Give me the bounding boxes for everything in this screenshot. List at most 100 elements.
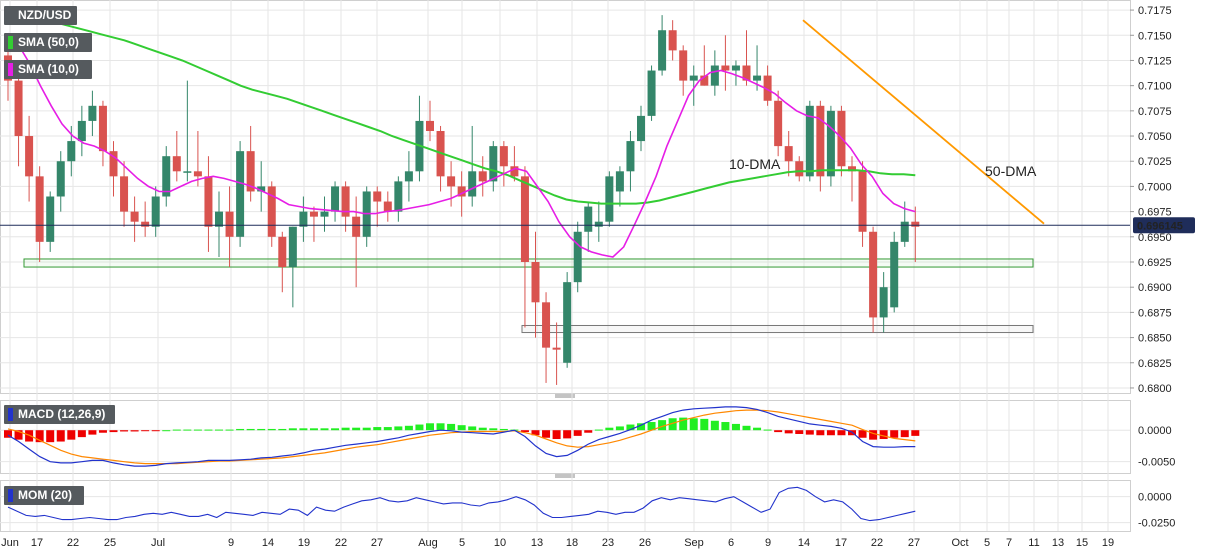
y-tick-label: 0.6800	[1138, 383, 1172, 395]
macd-bar	[615, 426, 624, 431]
legend-sma50[interactable]: SMA (50,0)	[4, 33, 92, 52]
macd-bar	[436, 423, 445, 431]
macd-bar	[246, 428, 255, 431]
macd-bar	[721, 422, 730, 431]
y-tick-label: 0.6975	[1138, 207, 1172, 219]
macd-bar	[879, 430, 888, 440]
candle-down	[35, 176, 44, 242]
legend-pair-title: NZD/USD	[4, 6, 77, 25]
candle-down	[742, 65, 751, 81]
x-tick-label: 19	[298, 537, 310, 549]
pane-frame-2	[0, 480, 1131, 532]
y-tick-label: 0.6900	[1138, 282, 1172, 294]
candle-down	[383, 201, 392, 212]
macd-bar	[109, 430, 118, 433]
candle-down	[774, 100, 783, 147]
mom-line	[7, 486, 916, 522]
macd-bar	[183, 429, 192, 431]
candle-up	[46, 196, 55, 242]
macd-bar	[415, 424, 424, 431]
macd-bar	[700, 418, 709, 431]
macd-bar	[520, 430, 529, 433]
macd-bar	[288, 428, 297, 431]
macd-bar	[341, 427, 350, 431]
macd-bar	[225, 429, 234, 431]
annotation-50dma: 50-DMA	[985, 163, 1037, 179]
candle-down	[141, 221, 150, 227]
macd-bar	[447, 423, 456, 431]
x-tick-label: Oct	[951, 537, 968, 549]
candle-up	[689, 75, 698, 81]
macd-bar	[4, 430, 12, 438]
macd-bar	[331, 428, 340, 431]
macd-bar	[900, 430, 909, 438]
macd-bar	[626, 424, 635, 431]
x-tick-label: 17	[835, 537, 847, 549]
candle-down	[478, 171, 487, 182]
macd-swatch	[8, 408, 13, 421]
macd-bar	[257, 428, 266, 431]
legend-macd[interactable]: MACD (12,26,9)	[4, 405, 115, 424]
macd-bar	[563, 430, 572, 439]
macd-line	[7, 406, 916, 467]
candle-down	[510, 166, 519, 177]
macd-bar	[774, 430, 783, 433]
candle-down	[14, 80, 23, 137]
macd-bar	[426, 423, 434, 431]
legend-sma10[interactable]: SMA (10,0)	[4, 60, 92, 79]
y-tick-label: 0.7025	[1138, 156, 1172, 168]
x-tick-label: 27	[908, 537, 920, 549]
x-tick-label: 11	[1028, 537, 1039, 549]
legend-mom[interactable]: MOM (20)	[4, 486, 84, 505]
candle-down	[911, 221, 920, 227]
candle-up	[658, 30, 667, 71]
macd-bar	[742, 425, 751, 431]
candle-down	[542, 302, 551, 348]
x-tick-label: 6	[728, 537, 734, 549]
macd-bar	[352, 427, 361, 431]
candle-up	[731, 65, 740, 71]
x-tick-label: Sep	[684, 537, 704, 549]
pane-frame-0	[0, 0, 1131, 394]
candle-down	[858, 171, 867, 232]
macd-bar	[236, 428, 245, 431]
last-price-tag	[1133, 217, 1195, 234]
candle-down	[225, 211, 234, 237]
candle-up	[236, 151, 245, 237]
macd-bar	[98, 430, 107, 433]
candle-down	[130, 211, 139, 222]
candle-down	[98, 105, 107, 152]
candle-down	[341, 186, 350, 217]
macd-bar	[753, 427, 762, 431]
macd-bar	[837, 430, 846, 436]
candle-down	[246, 151, 255, 192]
last-price-label: 0.696145	[1137, 220, 1183, 232]
candle-down	[552, 347, 561, 350]
candle-down	[700, 75, 709, 86]
candle-down	[668, 30, 677, 51]
x-tick-label: 5	[459, 537, 465, 549]
candle-up	[468, 171, 477, 197]
macd-bar	[911, 430, 920, 436]
x-tick-label: 5	[984, 537, 990, 549]
macd-bar	[67, 430, 76, 440]
candle-up	[753, 75, 762, 81]
macd-bar	[130, 430, 139, 432]
macd-bar	[267, 428, 276, 431]
macd-bar	[584, 430, 593, 433]
macd-bar	[162, 430, 171, 432]
candle-down	[25, 136, 34, 177]
macd-bar	[826, 430, 835, 436]
macd-label: MACD (12,26,9)	[18, 407, 106, 421]
candle-up	[900, 221, 909, 242]
macd-bar	[404, 425, 413, 431]
x-tick-label: 17	[31, 537, 43, 549]
x-tick-label: 9	[765, 537, 771, 549]
y-tick-label: 0.6850	[1138, 333, 1172, 345]
x-tick-label: 7	[1006, 537, 1012, 549]
mom-tick-label: -0.0250	[1138, 518, 1175, 530]
x-tick-label: Jun	[1, 537, 19, 549]
y-tick-label: 0.7125	[1138, 55, 1172, 67]
macd-bar	[278, 428, 287, 431]
macd-bar	[784, 430, 793, 434]
